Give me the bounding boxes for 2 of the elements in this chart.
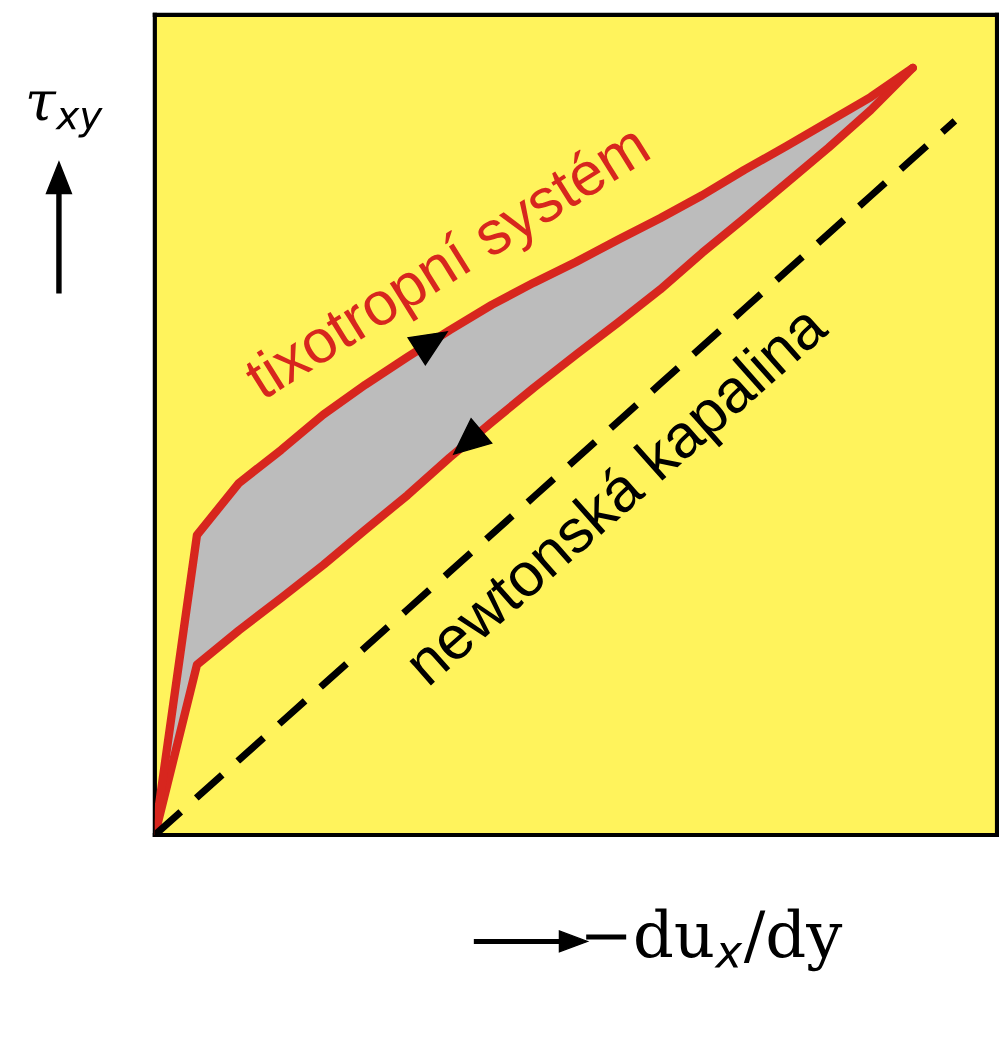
- y-axis-title: τ$_{xy}$: [28, 91, 103, 138]
- x-axis-title: −du$_{x}$/dy: [586, 908, 843, 972]
